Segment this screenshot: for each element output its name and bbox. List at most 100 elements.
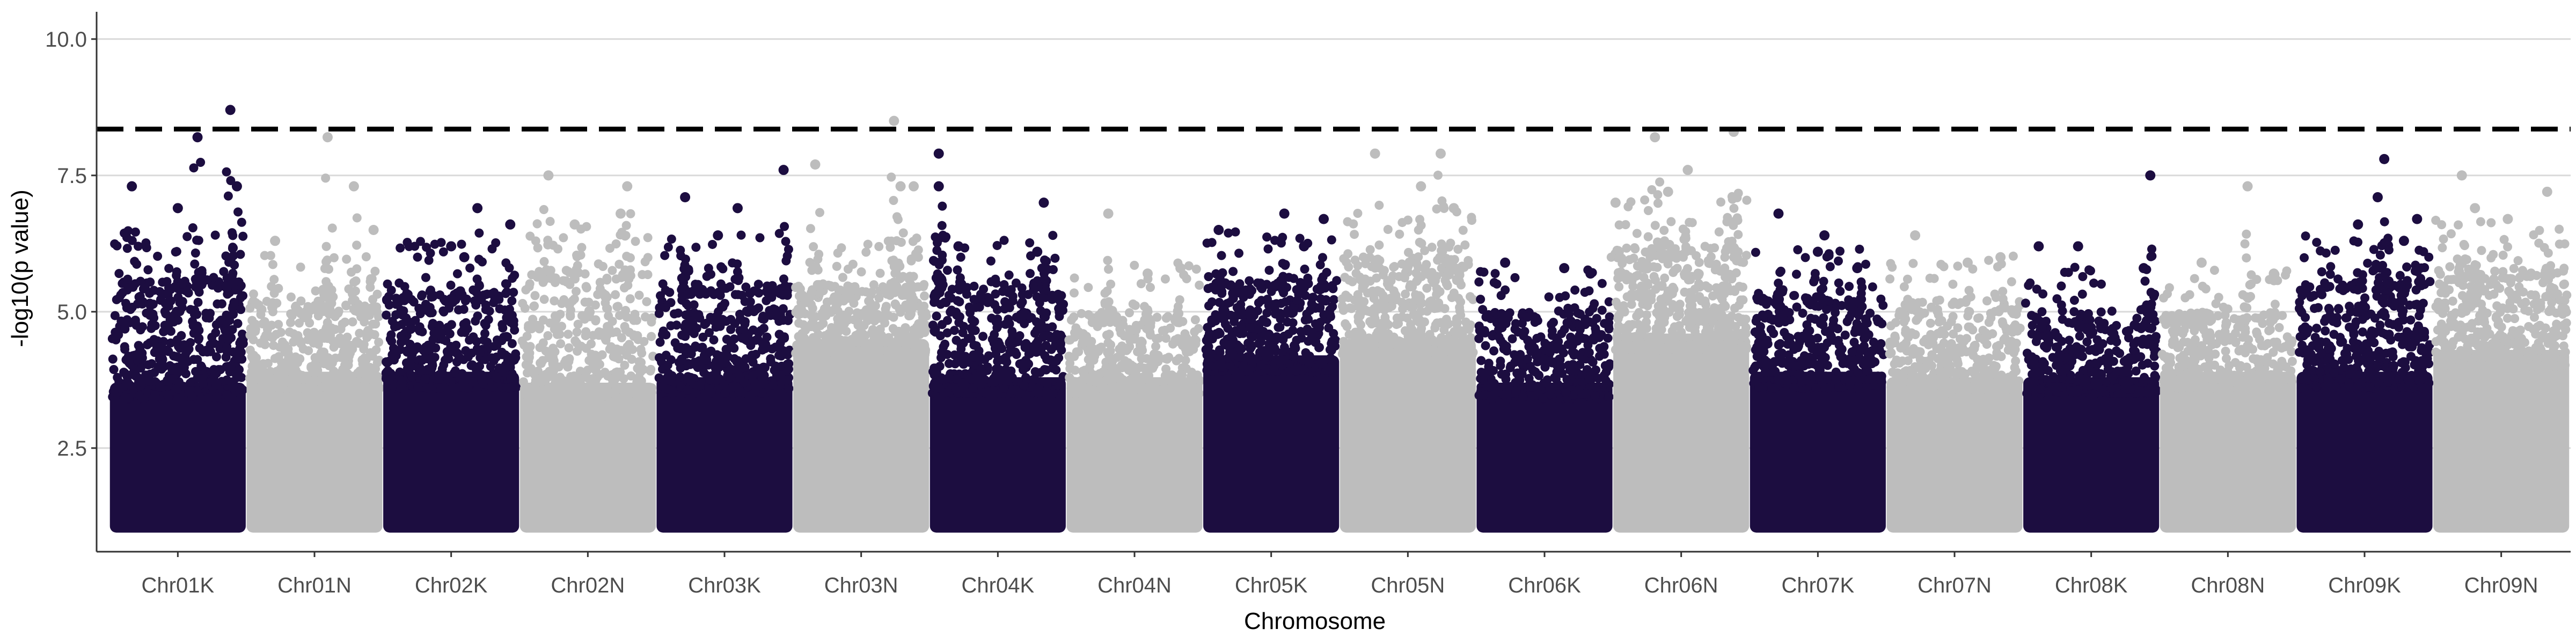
point bbox=[522, 331, 532, 341]
point bbox=[1104, 265, 1114, 274]
point bbox=[289, 329, 298, 339]
point bbox=[446, 280, 456, 290]
point bbox=[141, 283, 150, 293]
point bbox=[1511, 386, 1521, 396]
point bbox=[1533, 383, 1542, 392]
peak-point-Chr06K-0 bbox=[1500, 257, 1511, 268]
point bbox=[171, 247, 180, 257]
points-band-Chr03K bbox=[656, 377, 793, 533]
point bbox=[1344, 262, 1353, 272]
point bbox=[602, 331, 612, 341]
point bbox=[133, 349, 142, 359]
point bbox=[391, 294, 401, 303]
point bbox=[457, 239, 466, 249]
point bbox=[230, 277, 239, 287]
point bbox=[172, 267, 181, 277]
point bbox=[841, 346, 851, 355]
point bbox=[977, 364, 986, 374]
point bbox=[352, 383, 362, 393]
point bbox=[1411, 290, 1421, 299]
point bbox=[511, 349, 521, 358]
point bbox=[591, 366, 601, 376]
point bbox=[1465, 292, 1475, 302]
point bbox=[324, 265, 334, 274]
point bbox=[1080, 385, 1089, 395]
point bbox=[824, 337, 834, 347]
point bbox=[894, 258, 903, 268]
point bbox=[634, 363, 644, 373]
point bbox=[136, 325, 145, 335]
point bbox=[527, 270, 537, 280]
point bbox=[1256, 279, 1265, 288]
point bbox=[1228, 267, 1238, 276]
point bbox=[247, 368, 257, 377]
point bbox=[1031, 339, 1041, 348]
point bbox=[178, 357, 187, 367]
point bbox=[1365, 317, 1375, 326]
point bbox=[232, 372, 242, 382]
point bbox=[535, 343, 545, 353]
point bbox=[889, 195, 898, 205]
point bbox=[1050, 253, 1060, 263]
point bbox=[400, 282, 409, 291]
point bbox=[1567, 334, 1576, 343]
point bbox=[646, 366, 655, 376]
point bbox=[550, 296, 559, 306]
point bbox=[1104, 330, 1114, 339]
point bbox=[870, 343, 880, 353]
point bbox=[1585, 307, 1594, 317]
point bbox=[114, 269, 124, 279]
point bbox=[647, 317, 656, 327]
point bbox=[191, 248, 200, 258]
point bbox=[741, 282, 751, 292]
point bbox=[1564, 304, 1574, 313]
point bbox=[1359, 335, 1368, 345]
point bbox=[992, 240, 1002, 250]
point bbox=[766, 311, 775, 320]
point bbox=[1568, 360, 1578, 369]
point bbox=[587, 349, 596, 359]
point bbox=[932, 246, 942, 255]
peak-point-Chr03K-0 bbox=[680, 192, 691, 202]
point bbox=[753, 334, 763, 344]
point bbox=[859, 330, 868, 339]
points-band-Chr06N bbox=[1613, 333, 1750, 533]
point bbox=[572, 327, 582, 337]
point bbox=[443, 374, 453, 383]
point bbox=[938, 280, 948, 290]
point bbox=[830, 292, 839, 302]
series-Chr03K bbox=[654, 165, 795, 533]
point bbox=[606, 388, 616, 398]
point bbox=[874, 293, 884, 303]
point bbox=[1106, 280, 1116, 289]
point bbox=[655, 338, 665, 347]
point bbox=[994, 340, 1004, 349]
point bbox=[1025, 238, 1035, 248]
point bbox=[471, 316, 480, 326]
point bbox=[1048, 322, 1057, 332]
point bbox=[321, 173, 331, 183]
point bbox=[447, 320, 456, 330]
point bbox=[256, 310, 266, 319]
point bbox=[487, 244, 497, 254]
point bbox=[414, 364, 423, 374]
point bbox=[150, 348, 159, 357]
point bbox=[606, 342, 616, 352]
point bbox=[1421, 264, 1430, 273]
point bbox=[636, 392, 646, 401]
point bbox=[1182, 348, 1191, 357]
point bbox=[212, 380, 222, 390]
point bbox=[1454, 294, 1463, 303]
point bbox=[1590, 391, 1600, 400]
series-Chr05K bbox=[1201, 208, 1342, 533]
point bbox=[108, 354, 118, 364]
point bbox=[683, 385, 692, 394]
point bbox=[272, 374, 281, 383]
point bbox=[525, 279, 535, 289]
point bbox=[248, 289, 258, 299]
point bbox=[564, 330, 573, 339]
point bbox=[525, 348, 535, 358]
point bbox=[714, 288, 723, 297]
point bbox=[942, 316, 952, 325]
point bbox=[1005, 319, 1014, 328]
